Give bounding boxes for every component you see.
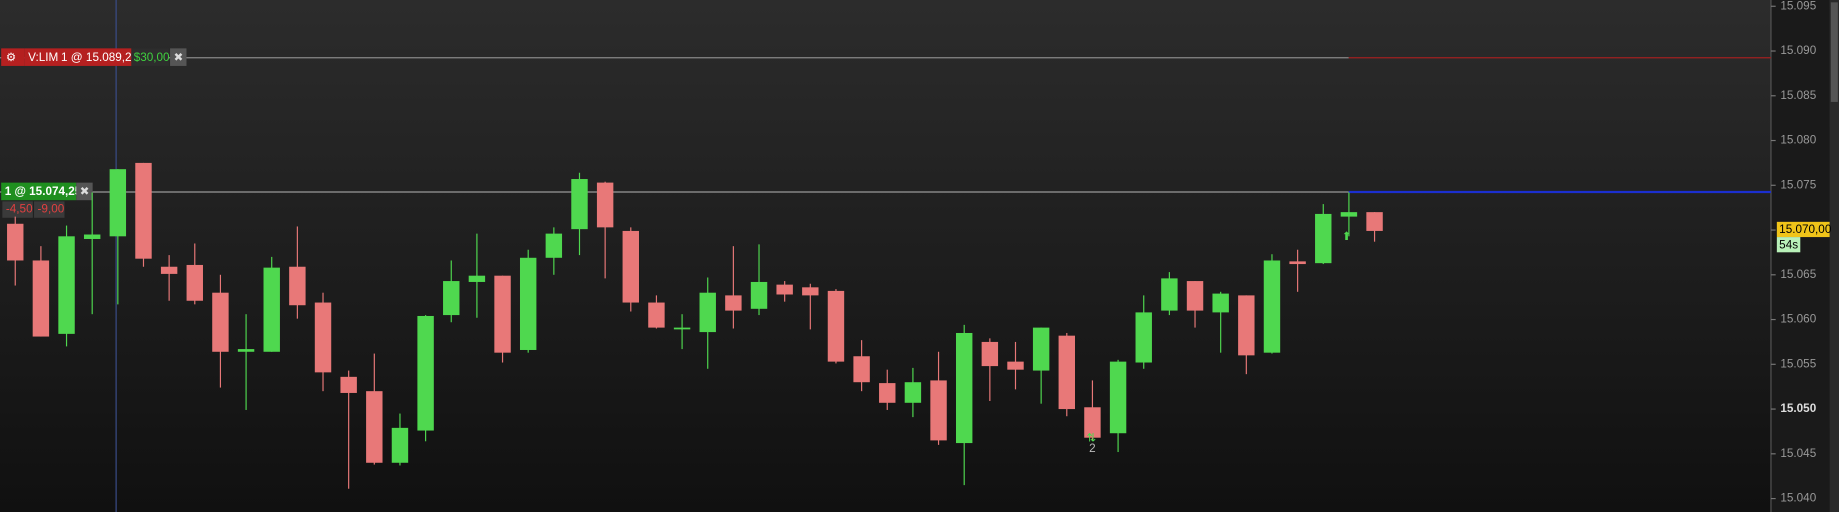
order-close[interactable] xyxy=(170,48,187,66)
candle-body xyxy=(83,234,101,239)
candle-body xyxy=(391,427,409,463)
candle-body xyxy=(340,376,357,393)
candle-body xyxy=(981,341,999,367)
candle-body xyxy=(776,284,793,295)
candle-body xyxy=(596,182,614,228)
candle-body xyxy=(853,356,870,383)
candle-body xyxy=(1212,293,1229,313)
y-tick-label: 15.050 xyxy=(1780,402,1816,415)
candle-body xyxy=(417,315,434,431)
order-close-glyph: ✖ xyxy=(174,51,184,64)
buy-arrow: ⬆ xyxy=(1342,230,1352,243)
candle-body xyxy=(263,267,280,352)
candle-body xyxy=(1366,212,1383,231)
candle-body xyxy=(468,275,486,282)
candle-body xyxy=(725,295,742,311)
order-pnl: $30,00 xyxy=(134,51,170,64)
y-tick-label: 15.045 xyxy=(1780,447,1816,460)
timer: 54s xyxy=(1779,238,1798,251)
candle-body xyxy=(160,266,178,274)
candle-body xyxy=(699,292,716,333)
candle-body xyxy=(879,383,896,403)
position-pnl-box xyxy=(2,201,33,218)
order-pnl-box xyxy=(131,48,169,66)
candle-body xyxy=(1084,407,1101,438)
candle-body xyxy=(58,236,75,334)
candle-body xyxy=(494,275,511,353)
y-tick-label: 15.060 xyxy=(1780,313,1816,326)
position-text: 1 @ 15.074,25 xyxy=(5,185,82,198)
candle-body xyxy=(109,169,127,237)
candle-body xyxy=(32,260,50,337)
candle-body xyxy=(366,391,383,463)
y-tick-label: 15.085 xyxy=(1780,89,1816,102)
scroll-thumb[interactable] xyxy=(1830,2,1838,102)
candle-body xyxy=(1289,261,1306,265)
order-text: 1 @ 15.089,25 xyxy=(61,51,139,64)
candle-body xyxy=(545,233,563,258)
order-type: V:LIM xyxy=(28,51,58,64)
candle-body xyxy=(237,349,255,352)
order-icon[interactable] xyxy=(1,48,25,66)
candle-body xyxy=(904,382,922,403)
position-pnl: -4,50 xyxy=(6,203,33,216)
candle-body xyxy=(519,257,537,350)
candle-body xyxy=(571,179,588,230)
candle-body xyxy=(135,162,152,259)
candle-body xyxy=(443,281,460,316)
position-pnl: -9,00 xyxy=(38,203,65,216)
candle-body xyxy=(1238,295,1255,356)
candle-body xyxy=(802,287,819,296)
order-tag[interactable] xyxy=(24,48,132,66)
candle-body xyxy=(750,281,768,309)
last-price-label: 15.070,00 xyxy=(1779,223,1832,236)
candle-body xyxy=(955,332,973,444)
fill-arrows: ⇅ xyxy=(1087,431,1097,444)
candle-body xyxy=(1340,212,1358,217)
candle-body xyxy=(212,292,229,352)
candle-body xyxy=(648,302,665,328)
price-axis xyxy=(1770,0,1830,512)
candle-body xyxy=(7,223,24,261)
y-tick-label: 15.080 xyxy=(1780,134,1816,147)
candle-body xyxy=(827,290,845,362)
candle-body xyxy=(314,302,332,373)
fill-count: 2 xyxy=(1089,442,1096,455)
y-tick-label: 15.040 xyxy=(1780,492,1816,505)
position-close-glyph: ✖ xyxy=(80,185,90,198)
order-icon-glyph: ⚙ xyxy=(6,51,17,64)
candle-body xyxy=(1161,278,1178,311)
candle-body xyxy=(673,327,691,330)
candle-body xyxy=(622,230,639,303)
y-tick-label: 15.090 xyxy=(1780,44,1816,57)
candle-body xyxy=(1186,281,1204,311)
timer-box xyxy=(1776,237,1801,253)
last-price-box xyxy=(1776,221,1830,238)
candle-body xyxy=(1263,260,1281,353)
candle-body xyxy=(1315,213,1332,264)
candle-body xyxy=(289,266,306,306)
scrollbar[interactable] xyxy=(1829,0,1839,512)
position-tag[interactable] xyxy=(1,182,77,201)
candle-body xyxy=(1109,361,1127,434)
y-tick-label: 15.055 xyxy=(1780,357,1816,370)
candle-body xyxy=(1058,335,1075,410)
position-pnl-box xyxy=(34,201,65,218)
y-tick-label: 15.095 xyxy=(1780,0,1816,12)
position-close[interactable] xyxy=(76,182,93,201)
y-tick-label: 15.065 xyxy=(1780,268,1816,281)
y-tick-label: 15.075 xyxy=(1780,178,1816,191)
candle-body xyxy=(186,264,203,301)
candle-body xyxy=(1135,312,1152,363)
candle-body xyxy=(1007,361,1024,370)
candle-body xyxy=(1032,327,1050,371)
candle-body xyxy=(930,380,947,441)
